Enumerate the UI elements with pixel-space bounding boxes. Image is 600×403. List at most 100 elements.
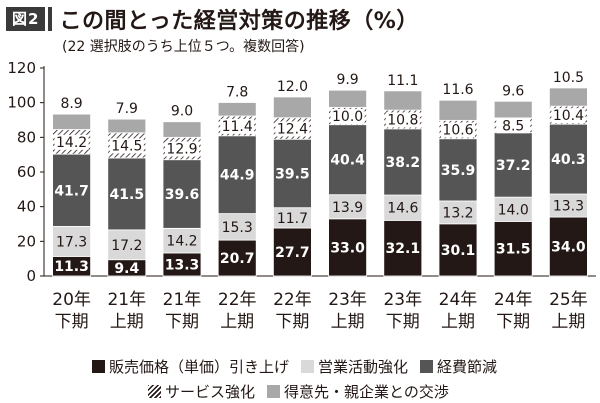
data-label: 30.1 [441, 243, 476, 259]
data-label: 7.8 [226, 84, 248, 100]
label-backdrop [441, 122, 475, 138]
data-label: 13.2 [442, 205, 473, 221]
data-label: 8.5 [502, 118, 524, 134]
legend-item: 経費節減 [420, 356, 497, 377]
bar-segment [272, 138, 312, 209]
data-label: 14.6 [387, 201, 418, 217]
y-tick-label: 100 [7, 94, 36, 112]
category-label: 22年 [218, 290, 257, 310]
data-label: 40.4 [330, 153, 365, 169]
data-label: 14.2 [56, 135, 87, 151]
category-label: 上期 [220, 312, 254, 332]
bar-segment [383, 128, 423, 196]
y-tick-label: 80 [17, 128, 36, 146]
bar-segment [52, 153, 91, 227]
data-label: 41.5 [110, 187, 145, 203]
category-label: 下期 [165, 312, 199, 332]
data-label: 41.7 [54, 183, 89, 199]
data-label: 39.5 [275, 166, 310, 182]
category-label: 23年 [383, 290, 422, 310]
figure-header: 図2 この間とった経営対策の推移（%） [6, 4, 419, 34]
data-label: 37.2 [496, 158, 531, 174]
legend-swatch [148, 385, 161, 398]
bar-segment [328, 124, 368, 196]
data-label: 14.0 [498, 202, 529, 218]
figure-badge: 図2 [6, 7, 46, 31]
bar-segment [52, 113, 91, 130]
data-label: 9.9 [336, 72, 358, 88]
bar-segment [383, 194, 423, 221]
label-backdrop [165, 141, 199, 157]
y-tick-label: 60 [17, 163, 36, 181]
category-label: 上期 [110, 312, 144, 332]
bar-segment [272, 96, 312, 119]
legend-label: 営業活動強化 [318, 358, 409, 376]
category-label: 23年 [328, 290, 367, 310]
data-label: 27.7 [275, 245, 310, 261]
data-label: 15.3 [222, 220, 253, 236]
label-backdrop [551, 108, 586, 124]
bar-segment [217, 239, 257, 277]
bar-segment [438, 223, 478, 277]
label-backdrop [275, 121, 310, 137]
bar-segment [493, 196, 533, 222]
label-backdrop [109, 138, 144, 154]
data-label: 17.2 [111, 238, 142, 254]
bar-segment [217, 135, 257, 214]
data-label: 35.9 [441, 163, 476, 179]
data-label: 20.7 [220, 251, 255, 267]
data-label: 17.3 [56, 234, 87, 250]
category-label: 22年 [273, 290, 312, 310]
data-label: 9.6 [502, 83, 524, 99]
label-backdrop [220, 118, 255, 134]
y-tick-label: 0 [26, 267, 36, 285]
label-backdrop [385, 112, 420, 128]
bar-segment [107, 118, 147, 134]
category-label: 24年 [439, 290, 478, 310]
bar-segment [52, 226, 91, 257]
label-backdrop [54, 134, 89, 150]
bar-segment [107, 229, 147, 261]
bar-segment [383, 219, 423, 277]
data-label: 38.2 [386, 155, 421, 171]
category-label: 21年 [163, 290, 202, 310]
legend-label: サービス強化 [165, 383, 256, 401]
legend-item: 営業活動強化 [301, 356, 408, 377]
legend-item: 販売価格（単価）引き上げ [92, 356, 289, 377]
legend-label: 経費節減 [437, 358, 498, 376]
data-label: 13.9 [332, 200, 363, 216]
data-label: 10.8 [387, 112, 418, 128]
y-tick-label: 20 [17, 232, 36, 250]
legend-swatch [267, 385, 281, 398]
category-label: 下期 [386, 312, 420, 332]
data-label: 11.7 [277, 211, 308, 227]
bar-segment [549, 123, 588, 195]
bar-segment [438, 138, 478, 202]
data-label: 12.0 [277, 79, 308, 95]
bar-segment [162, 121, 202, 138]
bar-segment [493, 100, 533, 119]
data-label: 14.5 [111, 138, 142, 154]
data-label: 9.0 [171, 104, 193, 120]
data-label: 40.3 [551, 152, 586, 168]
legend-swatch [92, 360, 105, 373]
bar-segment [328, 218, 368, 277]
data-label: 12.9 [166, 142, 197, 158]
data-label: 11.1 [387, 73, 418, 89]
legend-item: サービス強化 [148, 381, 255, 402]
data-label: 10.5 [553, 70, 584, 86]
category-label: 下期 [496, 312, 530, 332]
data-label: 32.1 [386, 241, 421, 257]
data-label: 8.9 [60, 96, 82, 112]
legend-item: 得意先・親企業との交渉 [267, 381, 449, 402]
category-label: 下期 [55, 312, 89, 332]
bar-segment [272, 227, 312, 277]
category-label: 21年 [107, 290, 146, 310]
bar-segment [328, 194, 368, 220]
chart-note: (22 選択肢のうち上位５つ。複数回答) [62, 39, 305, 55]
label-backdrop [330, 109, 365, 125]
data-label: 13.3 [553, 199, 584, 215]
data-label: 14.2 [166, 234, 197, 250]
data-label: 7.9 [116, 101, 138, 117]
